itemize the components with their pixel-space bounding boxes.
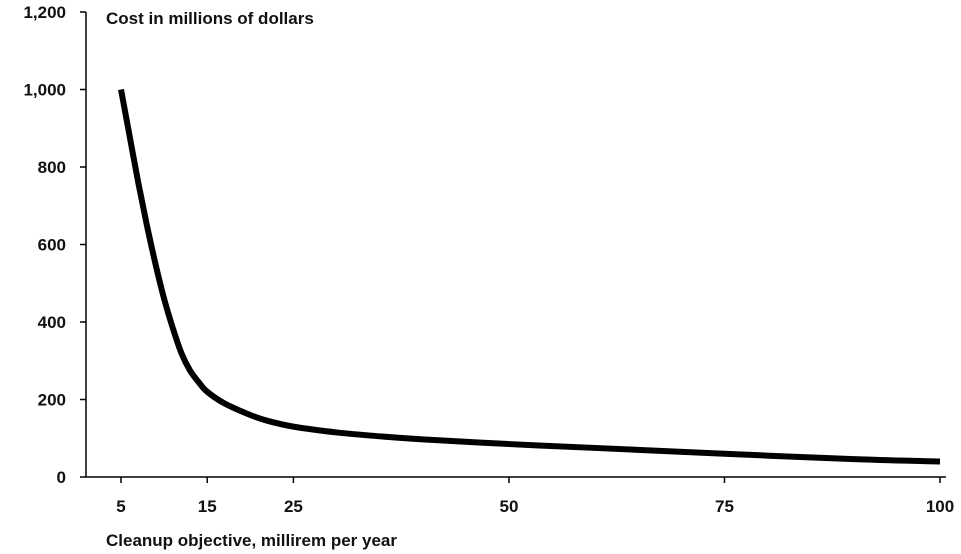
x-ticks: 5 15 25 50 75 100 xyxy=(116,477,954,516)
plot-lines xyxy=(118,88,941,465)
x-tick-label: 25 xyxy=(284,497,303,516)
y-tick-label: 600 xyxy=(38,236,66,255)
y-axis-title: Cost in millions of dollars xyxy=(106,9,314,28)
x-tick-label: 5 xyxy=(116,497,125,516)
y-tick-label: 800 xyxy=(38,158,66,177)
x-axis: 5 15 25 50 75 100 xyxy=(86,476,954,516)
y-tick-label: 0 xyxy=(57,468,66,487)
x-tick-label: 50 xyxy=(499,497,518,516)
cost-series-line xyxy=(118,88,941,465)
y-ticks: 0 200 400 600 800 1,000 1,200 xyxy=(23,3,86,487)
x-axis-title: Cleanup objective, millirem per year xyxy=(106,531,397,550)
y-tick-label: 1,000 xyxy=(23,81,66,100)
y-tick-label: 1,200 xyxy=(23,3,66,22)
y-tick-label: 200 xyxy=(38,391,66,410)
x-tick-label: 15 xyxy=(198,497,217,516)
y-tick-label: 400 xyxy=(38,313,66,332)
x-tick-label: 75 xyxy=(715,497,734,516)
x-tick-label: 100 xyxy=(926,497,954,516)
y-axis: 0 200 400 600 800 1,000 1,200 xyxy=(23,3,87,487)
